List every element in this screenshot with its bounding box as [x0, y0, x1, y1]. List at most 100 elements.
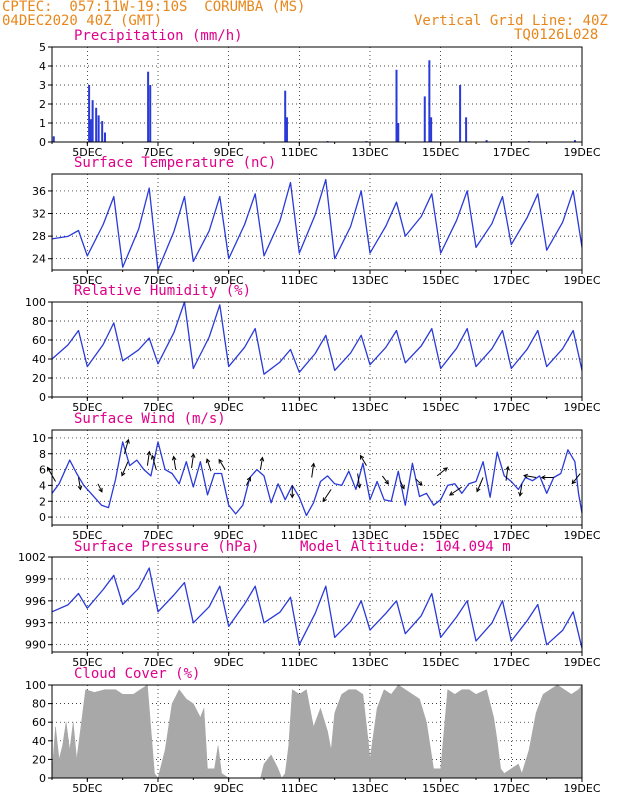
- cloud-ytick-label: 40: [32, 735, 46, 748]
- precip-bar: [91, 100, 94, 142]
- cloud-xtick-label: 17DEC: [493, 782, 530, 795]
- wind-arrow-head: [540, 475, 546, 480]
- wind-arrow-head: [125, 438, 130, 444]
- wind-arrow: [121, 461, 129, 476]
- precip-ytick-label: 0: [39, 136, 46, 149]
- rh-xtick-label: 19DEC: [563, 401, 600, 414]
- precip-bar: [147, 71, 150, 142]
- wind-panel: 0 2 4 6 8 10 5DEC 7DEC 9DEC 11DEC 13DEC 15DEC 17DEC 1…: [32, 429, 601, 542]
- precip-ytick-label: 5: [39, 41, 46, 54]
- temp-xtick-label: 13DEC: [351, 274, 388, 287]
- cloud-ytick-label: 20: [32, 753, 46, 766]
- wind-ytick-label: 0: [39, 511, 46, 524]
- precip-bar: [88, 85, 91, 142]
- wind-arrow: [218, 459, 226, 470]
- precip-frame: [51, 46, 583, 143]
- pres-ytick-label: 993: [25, 617, 46, 630]
- temp-frame: [51, 173, 583, 271]
- wind-arrow-head: [47, 466, 52, 472]
- pres-panel: 990 993 996 999 1002 5DEC 7DEC 9DEC 11DEC 13DEC 15…: [18, 551, 601, 669]
- temp-xtick-label: 19DEC: [563, 274, 600, 287]
- wind-arrow: [381, 475, 389, 485]
- wind-arrow: [173, 456, 177, 470]
- wind-arrow-head: [146, 450, 152, 456]
- wind-title: Surface Wind (m/s): [74, 411, 226, 427]
- precip-title: Precipitation (mm/h): [74, 28, 243, 44]
- pres-xtick-label: 13DEC: [351, 656, 388, 669]
- pres-title: Surface Pressure (hPa): [74, 539, 260, 555]
- pres-ytick-label: 999: [25, 573, 46, 586]
- pres-series-line: [51, 567, 583, 649]
- pres-xtick-label: 19DEC: [563, 656, 600, 669]
- wind-arrow-head: [518, 491, 523, 497]
- wind-arrow-head: [359, 454, 365, 460]
- cloud-area: [51, 684, 583, 779]
- cloud-ytick-label: 0: [39, 772, 46, 785]
- wind-xtick-label: 9DEC: [214, 529, 244, 542]
- run-code: TQ0126L028: [514, 27, 599, 43]
- wind-xtick-label: 17DEC: [493, 529, 530, 542]
- wind-arrow: [151, 455, 157, 470]
- precip-bar: [284, 90, 287, 142]
- rh-series-line: [51, 301, 583, 375]
- wind-ytick-label: 10: [32, 432, 46, 445]
- precip-xtick-label: 13DEC: [351, 146, 388, 159]
- wind-xtick-label: 5DEC: [72, 529, 102, 542]
- cloud-xtick-label: 13DEC: [351, 782, 388, 795]
- temp-xtick-label: 7DEC: [143, 274, 173, 287]
- cloud-xtick-label: 11DEC: [281, 782, 318, 795]
- wind-arrow: [505, 466, 509, 481]
- run-date: 04DEC2020 40Z (GMT): [2, 13, 163, 29]
- wind-arrow-head: [259, 456, 265, 462]
- temp-series-line: [51, 178, 583, 271]
- temp-xtick-label: 15DEC: [422, 274, 459, 287]
- wind-arrow: [436, 467, 448, 477]
- precip-bar: [52, 136, 55, 142]
- precip-bar: [285, 117, 288, 142]
- pres-frame: [51, 556, 583, 653]
- pres-xtick-label: 17DEC: [493, 656, 530, 669]
- rh-title: Relative Humidity (%): [74, 283, 252, 299]
- temp-ytick-label: 32: [32, 208, 46, 221]
- rh-panel: 0 20 40 60 80 100 5DEC 7DEC 9DEC 11DEC 13DEC 15DEC 1…: [25, 296, 601, 414]
- wind-arrow: [523, 475, 537, 478]
- grid-note: Vertical Grid Line: 40Z: [414, 13, 608, 29]
- wind-arrow: [259, 457, 263, 470]
- wind-arrow-head: [571, 479, 577, 485]
- wind-arrow: [476, 477, 484, 492]
- wind-arrow: [322, 489, 332, 502]
- temp-xtick-label: 11DEC: [281, 274, 318, 287]
- temp-panel: 24 28 32 36 5DEC 7DEC 9DEC 11DEC 13DEC 15DEC 17DEC…: [32, 173, 601, 287]
- wind-arrow: [78, 477, 81, 490]
- precip-bar: [573, 140, 576, 142]
- wind-arrow-head: [443, 467, 448, 472]
- precip-bar: [97, 115, 100, 142]
- precip-bar: [395, 69, 398, 142]
- pres-xtick-label: 9DEC: [214, 656, 244, 669]
- temp-ytick-label: 24: [32, 253, 46, 266]
- precip-bar: [149, 85, 152, 142]
- precip-bar: [485, 140, 488, 142]
- rh-ytick-label: 60: [32, 334, 46, 347]
- wind-arrow: [97, 483, 103, 493]
- pres-ytick-label: 1002: [18, 551, 46, 564]
- rh-xtick-label: 13DEC: [351, 401, 388, 414]
- cloud-frame: [51, 684, 583, 779]
- rh-ytick-label: 80: [32, 315, 46, 328]
- cloud-ytick-label: 60: [32, 716, 46, 729]
- precip-ytick-label: 3: [39, 79, 46, 92]
- wind-arrow-head: [218, 458, 223, 464]
- cloud-ytick-label: 100: [25, 679, 46, 692]
- temp-ytick-label: 36: [32, 185, 46, 198]
- wind-series-line: [51, 441, 583, 517]
- cloud-panel: 0 20 40 60 80 100 5DEC 7DEC 9DEC 11DEC 13DEC 15DEC 1…: [25, 679, 601, 795]
- wind-ytick-label: 8: [39, 448, 46, 461]
- wind-arrow-head: [476, 487, 481, 493]
- precip-panel: 0 1 2 3 4 5 5DEC 7DEC 9DEC 11DEC 13DEC 15DEC 17DEC 19…: [39, 41, 601, 159]
- wind-arrow-head: [417, 481, 423, 486]
- wind-arrow-head: [98, 487, 103, 493]
- wind-ytick-label: 6: [39, 464, 46, 477]
- cloud-xtick-label: 7DEC: [143, 782, 173, 795]
- wind-arrow-head: [246, 476, 251, 482]
- precip-xtick-label: 15DEC: [422, 146, 459, 159]
